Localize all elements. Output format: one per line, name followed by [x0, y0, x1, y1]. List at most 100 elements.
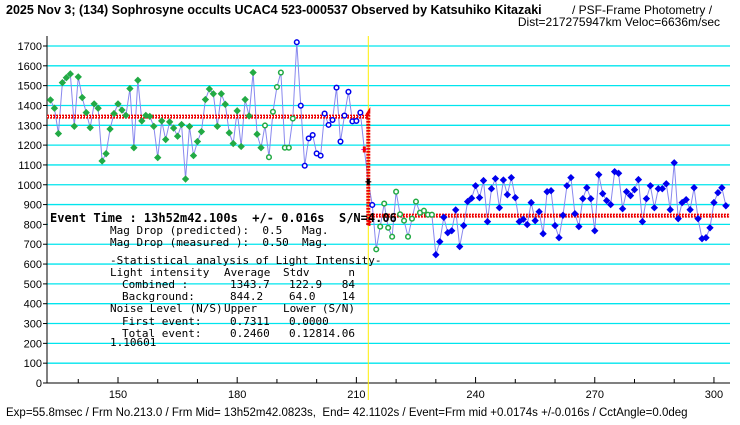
data-point	[225, 129, 233, 137]
chart-title: 2025 Nov 3; (134) Sophrosyne occults UCA…	[6, 3, 542, 17]
transition-point	[366, 178, 370, 185]
data-point	[432, 251, 440, 259]
data-point	[571, 210, 579, 218]
data-point	[285, 144, 292, 151]
data-point	[634, 175, 643, 184]
stats-background-row-cell: 14	[342, 290, 356, 303]
data-point	[579, 194, 587, 203]
stats-combined-row-cell: 84	[342, 278, 356, 291]
noise-first-event-row-cell: First event:	[122, 315, 201, 328]
data-point	[599, 190, 607, 198]
data-point	[173, 132, 182, 140]
data-point	[46, 96, 55, 104]
data-point	[345, 88, 352, 95]
data-point	[341, 112, 348, 119]
data-point	[507, 173, 516, 182]
data-point	[475, 193, 484, 202]
data-point	[106, 125, 114, 133]
noise-column-headers-cell: Lower	[283, 302, 316, 315]
data-point	[666, 206, 674, 214]
y-tick-label: 600	[24, 259, 42, 271]
y-tick-label: 1100	[18, 160, 42, 172]
data-point	[662, 180, 670, 188]
data-point	[277, 69, 284, 76]
data-point	[241, 95, 249, 104]
data-point	[614, 169, 623, 177]
data-point	[126, 84, 134, 93]
data-point	[177, 120, 186, 129]
data-point	[440, 213, 448, 221]
data-point	[90, 100, 98, 108]
data-point	[237, 142, 245, 151]
y-tick-label: 800	[24, 219, 42, 231]
data-point	[404, 233, 412, 240]
y-tick-label: 1200	[18, 140, 42, 152]
stats-column-headers-cell: n	[348, 266, 355, 279]
data-point	[373, 246, 380, 253]
data-point	[591, 227, 599, 235]
x-tick-label: 210	[347, 389, 365, 401]
data-point	[110, 109, 118, 118]
data-point	[535, 208, 543, 216]
data-point	[658, 185, 666, 193]
data-point	[674, 214, 682, 223]
data-point	[638, 217, 647, 226]
data-point	[158, 117, 166, 125]
data-point	[626, 191, 635, 200]
stats-combined-row-cell: 122.9	[289, 278, 322, 291]
y-tick-label: 0	[36, 378, 42, 390]
data-point	[62, 74, 71, 82]
data-point	[714, 189, 722, 197]
data-point	[503, 190, 512, 199]
y-tick-label: 400	[24, 299, 42, 311]
chart-subtitle-method: / PSF-Frame Photometry /	[572, 3, 713, 17]
data-point	[452, 206, 460, 214]
y-tick-label: 1500	[18, 81, 42, 93]
data-point	[201, 95, 210, 104]
data-point	[253, 130, 261, 138]
data-point	[169, 124, 178, 132]
data-point	[483, 217, 492, 226]
data-point	[686, 206, 694, 214]
data-point	[527, 198, 535, 207]
data-point	[265, 154, 273, 161]
y-tick-label: 200	[24, 338, 42, 350]
y-tick-label: 1600	[18, 61, 42, 73]
data-point	[555, 234, 563, 242]
data-point	[547, 187, 555, 195]
data-point	[329, 116, 336, 123]
data-point	[189, 151, 198, 160]
data-point	[98, 157, 106, 165]
data-point	[722, 202, 730, 210]
data-point	[456, 242, 464, 251]
data-point	[185, 122, 194, 131]
data-point	[161, 135, 170, 144]
data-point	[309, 131, 316, 139]
event-time-background	[48, 209, 366, 226]
data-point	[459, 221, 468, 230]
data-point	[317, 152, 324, 159]
data-point	[154, 153, 162, 162]
data-point	[523, 220, 531, 229]
x-tick-label: 150	[109, 389, 127, 401]
data-point	[193, 137, 202, 146]
data-point	[369, 201, 376, 209]
noise-column-headers-cell: Upper	[224, 302, 257, 315]
data-point	[165, 118, 174, 126]
data-point	[646, 182, 655, 190]
data-point	[114, 100, 122, 108]
x-tick-label: 300	[705, 389, 723, 401]
x-tick-label: 180	[228, 389, 246, 401]
data-point	[539, 230, 547, 238]
noise-total-event-row-cell: 0.2460	[230, 327, 270, 340]
data-point	[694, 214, 702, 223]
data-point	[603, 196, 611, 205]
data-point	[357, 109, 364, 116]
data-point	[710, 198, 718, 207]
data-point	[118, 106, 126, 114]
data-point	[102, 149, 110, 158]
data-point	[289, 115, 296, 122]
data-point	[217, 90, 225, 98]
data-marks	[46, 39, 730, 259]
